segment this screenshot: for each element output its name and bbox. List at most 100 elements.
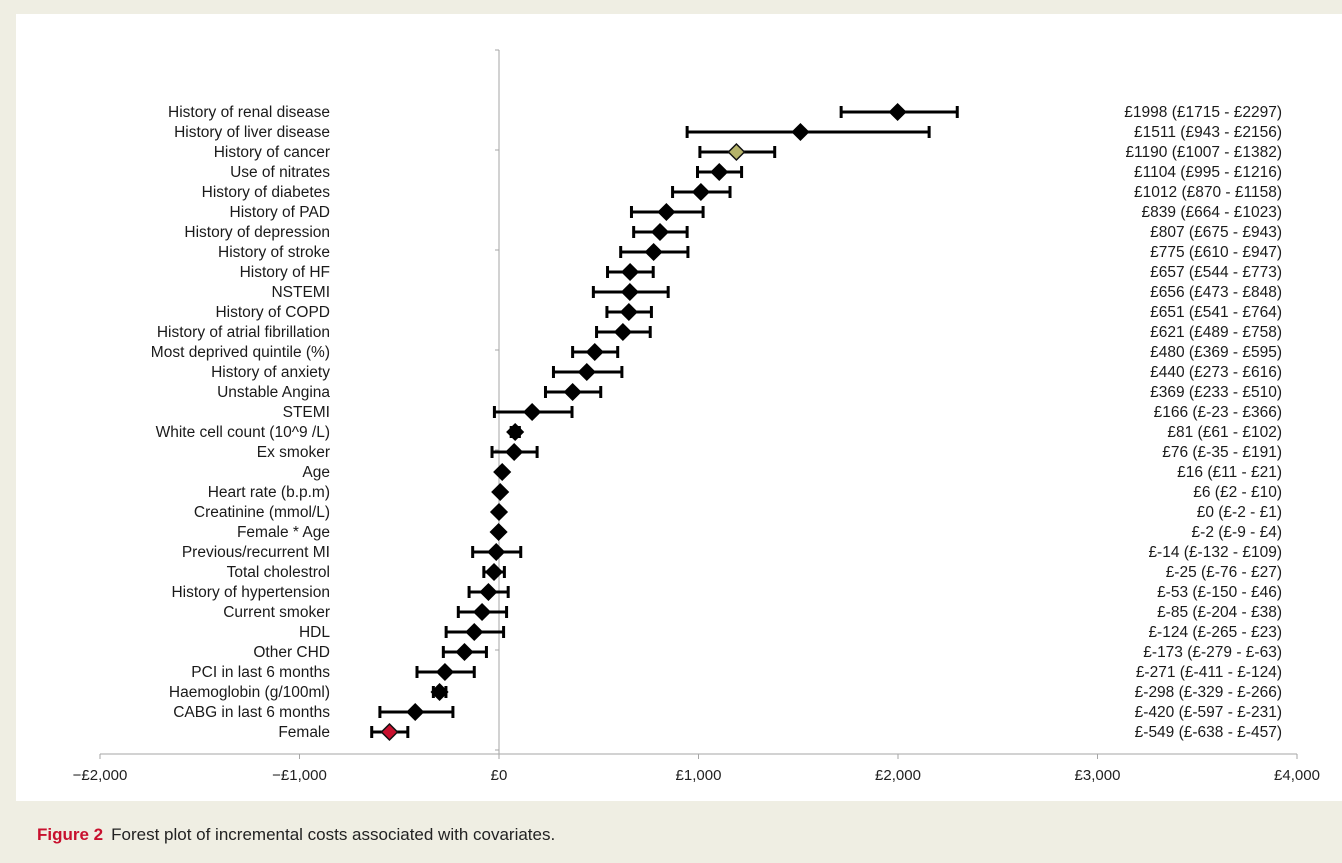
row-estimate-text: £1012 (£870 - £1158) [1134, 184, 1282, 201]
row-estimate-text: £1190 (£1007 - £1382) [1125, 144, 1282, 161]
point-estimate-diamond [406, 702, 425, 722]
point-estimate-diamond [491, 482, 510, 502]
row-label: History of stroke [218, 244, 330, 261]
point-estimate-diamond [430, 682, 449, 702]
row-label: History of depression [184, 224, 330, 241]
x-tick-label: £3,000 [1075, 767, 1121, 784]
row-estimate-text: £-25 (£-76 - £27) [1166, 564, 1282, 581]
row-label: Other CHD [253, 644, 330, 661]
row-estimate-text: £166 (£-23 - £366) [1154, 404, 1282, 421]
point-estimate-diamond [710, 162, 729, 182]
point-estimate-diamond [380, 722, 399, 742]
row-label: STEMI [283, 404, 330, 421]
point-estimate-diamond [888, 102, 907, 122]
row-label: Heart rate (b.p.m) [208, 484, 330, 501]
row-estimate-text: £1998 (£1715 - £2297) [1124, 104, 1282, 121]
row-label: White cell count (10^9 /L) [156, 424, 330, 441]
row-estimate-text: £-85 (£-204 - £38) [1157, 604, 1282, 621]
row-label: History of cancer [214, 144, 330, 161]
row-estimate-text: £839 (£664 - £1023) [1142, 204, 1282, 221]
row-estimate-text: £-53 (£-150 - £46) [1157, 584, 1282, 601]
row-label: History of HF [240, 264, 330, 281]
point-estimate-diamond [489, 522, 508, 542]
row-label: Total cholestrol [227, 564, 330, 581]
row-estimate-text: £651 (£541 - £764) [1150, 304, 1282, 321]
point-estimate-diamond [523, 402, 542, 422]
point-estimate-diamond [577, 362, 596, 382]
x-tick-label: £2,000 [875, 767, 921, 784]
x-tick-label: £4,000 [1274, 767, 1320, 784]
row-label: History of anxiety [211, 364, 330, 381]
point-estimate-diamond [493, 462, 512, 482]
row-estimate-text: £-271 (£-411 - £-124) [1136, 664, 1282, 681]
row-label: Unstable Angina [217, 384, 330, 401]
row-estimate-text: £-14 (£-132 - £109) [1148, 544, 1282, 561]
row-label: Use of nitrates [230, 164, 330, 181]
row-estimate-text: £16 (£11 - £21) [1177, 464, 1282, 481]
point-estimate-diamond [791, 122, 810, 142]
point-estimate-diamond [455, 642, 474, 662]
point-estimate-diamond [621, 262, 640, 282]
row-label: History of PAD [230, 204, 331, 221]
row-estimate-text: £657 (£544 - £773) [1150, 264, 1282, 281]
row-estimate-text: £-173 (£-279 - £-63) [1143, 644, 1282, 661]
row-label: NSTEMI [271, 284, 330, 301]
row-label: Haemoglobin (g/100ml) [169, 684, 330, 701]
row-label: History of renal disease [168, 104, 330, 121]
row-label: HDL [299, 624, 330, 641]
point-estimate-diamond [465, 622, 484, 642]
point-estimate-diamond [563, 382, 582, 402]
point-estimate-diamond [620, 282, 639, 302]
row-label: Creatinine (mmol/L) [194, 504, 330, 521]
point-estimate-diamond [484, 562, 504, 582]
x-tick-label: £0 [491, 767, 508, 784]
point-estimate-diamond [472, 602, 492, 622]
row-estimate-text: £-2 (£-9 - £4) [1192, 524, 1282, 541]
row-estimate-text: £-549 (£-638 - £-457) [1135, 724, 1282, 741]
caption-text: Forest plot of incremental costs associa… [111, 825, 556, 844]
row-label: History of COPD [215, 304, 330, 321]
point-estimate-diamond [727, 142, 746, 162]
row-estimate-text: £-124 (£-265 - £23) [1148, 624, 1282, 641]
row-estimate-text: £6 (£2 - £10) [1193, 484, 1282, 501]
x-tick-label: −£1,000 [272, 767, 327, 784]
point-estimate-diamond [435, 662, 454, 682]
row-label: Current smoker [223, 604, 330, 621]
forest-plot: −£2,000 −£1,000 £0 £1,000 £2,000 £3,000 £4,000… [73, 49, 1320, 784]
point-estimate-diamond [505, 442, 524, 462]
row-estimate-text: £480 (£369 - £595) [1150, 344, 1282, 361]
row-label: Female * Age [237, 524, 330, 541]
point-estimate-diamond [657, 202, 676, 222]
row-label: History of liver disease [174, 124, 330, 141]
point-estimate-diamond [487, 542, 506, 562]
point-estimate-diamond [506, 422, 525, 442]
figure-label: Figure 2 [37, 825, 104, 844]
row-estimate-text: £807 (£675 - £943) [1150, 224, 1282, 241]
point-estimate-diamond [650, 222, 670, 242]
figure-caption: Figure 2 Forest plot of incremental costs… [37, 825, 555, 845]
point-estimate-diamond [691, 182, 710, 202]
row-label: Most deprived quintile (%) [151, 344, 330, 361]
x-tick-label: −£2,000 [73, 767, 128, 784]
row-label: Age [302, 464, 330, 481]
point-estimate-diamond [489, 502, 509, 522]
point-estimate-diamond [479, 582, 498, 602]
row-estimate-text: £440 (£273 - £616) [1150, 364, 1282, 381]
row-estimate-text: £369 (£233 - £510) [1150, 384, 1282, 401]
row-label: Previous/recurrent MI [182, 544, 330, 561]
row-label: History of diabetes [202, 184, 331, 201]
row-estimate-text: £81 (£61 - £102) [1167, 424, 1282, 441]
row-estimate-text: £656 (£473 - £848) [1150, 284, 1282, 301]
point-estimate-diamond [585, 342, 604, 362]
row-label: History of atrial fibrillation [157, 324, 330, 341]
row-estimate-text: £1511 (£943 - £2156) [1134, 124, 1282, 141]
row-estimate-text: £76 (£-35 - £191) [1162, 444, 1282, 461]
row-estimate-text: £0 (£-2 - £1) [1197, 504, 1282, 521]
row-label: Female [278, 724, 330, 741]
row-estimate-text: £775 (£610 - £947) [1150, 244, 1282, 261]
row-label: CABG in last 6 months [173, 704, 330, 721]
point-estimate-diamond [619, 302, 638, 322]
figure-panel: −£2,000 −£1,000 £0 £1,000 £2,000 £3,000 £4,000… [16, 14, 1342, 801]
point-estimate-diamond [644, 242, 663, 262]
row-label: PCI in last 6 months [191, 664, 330, 681]
